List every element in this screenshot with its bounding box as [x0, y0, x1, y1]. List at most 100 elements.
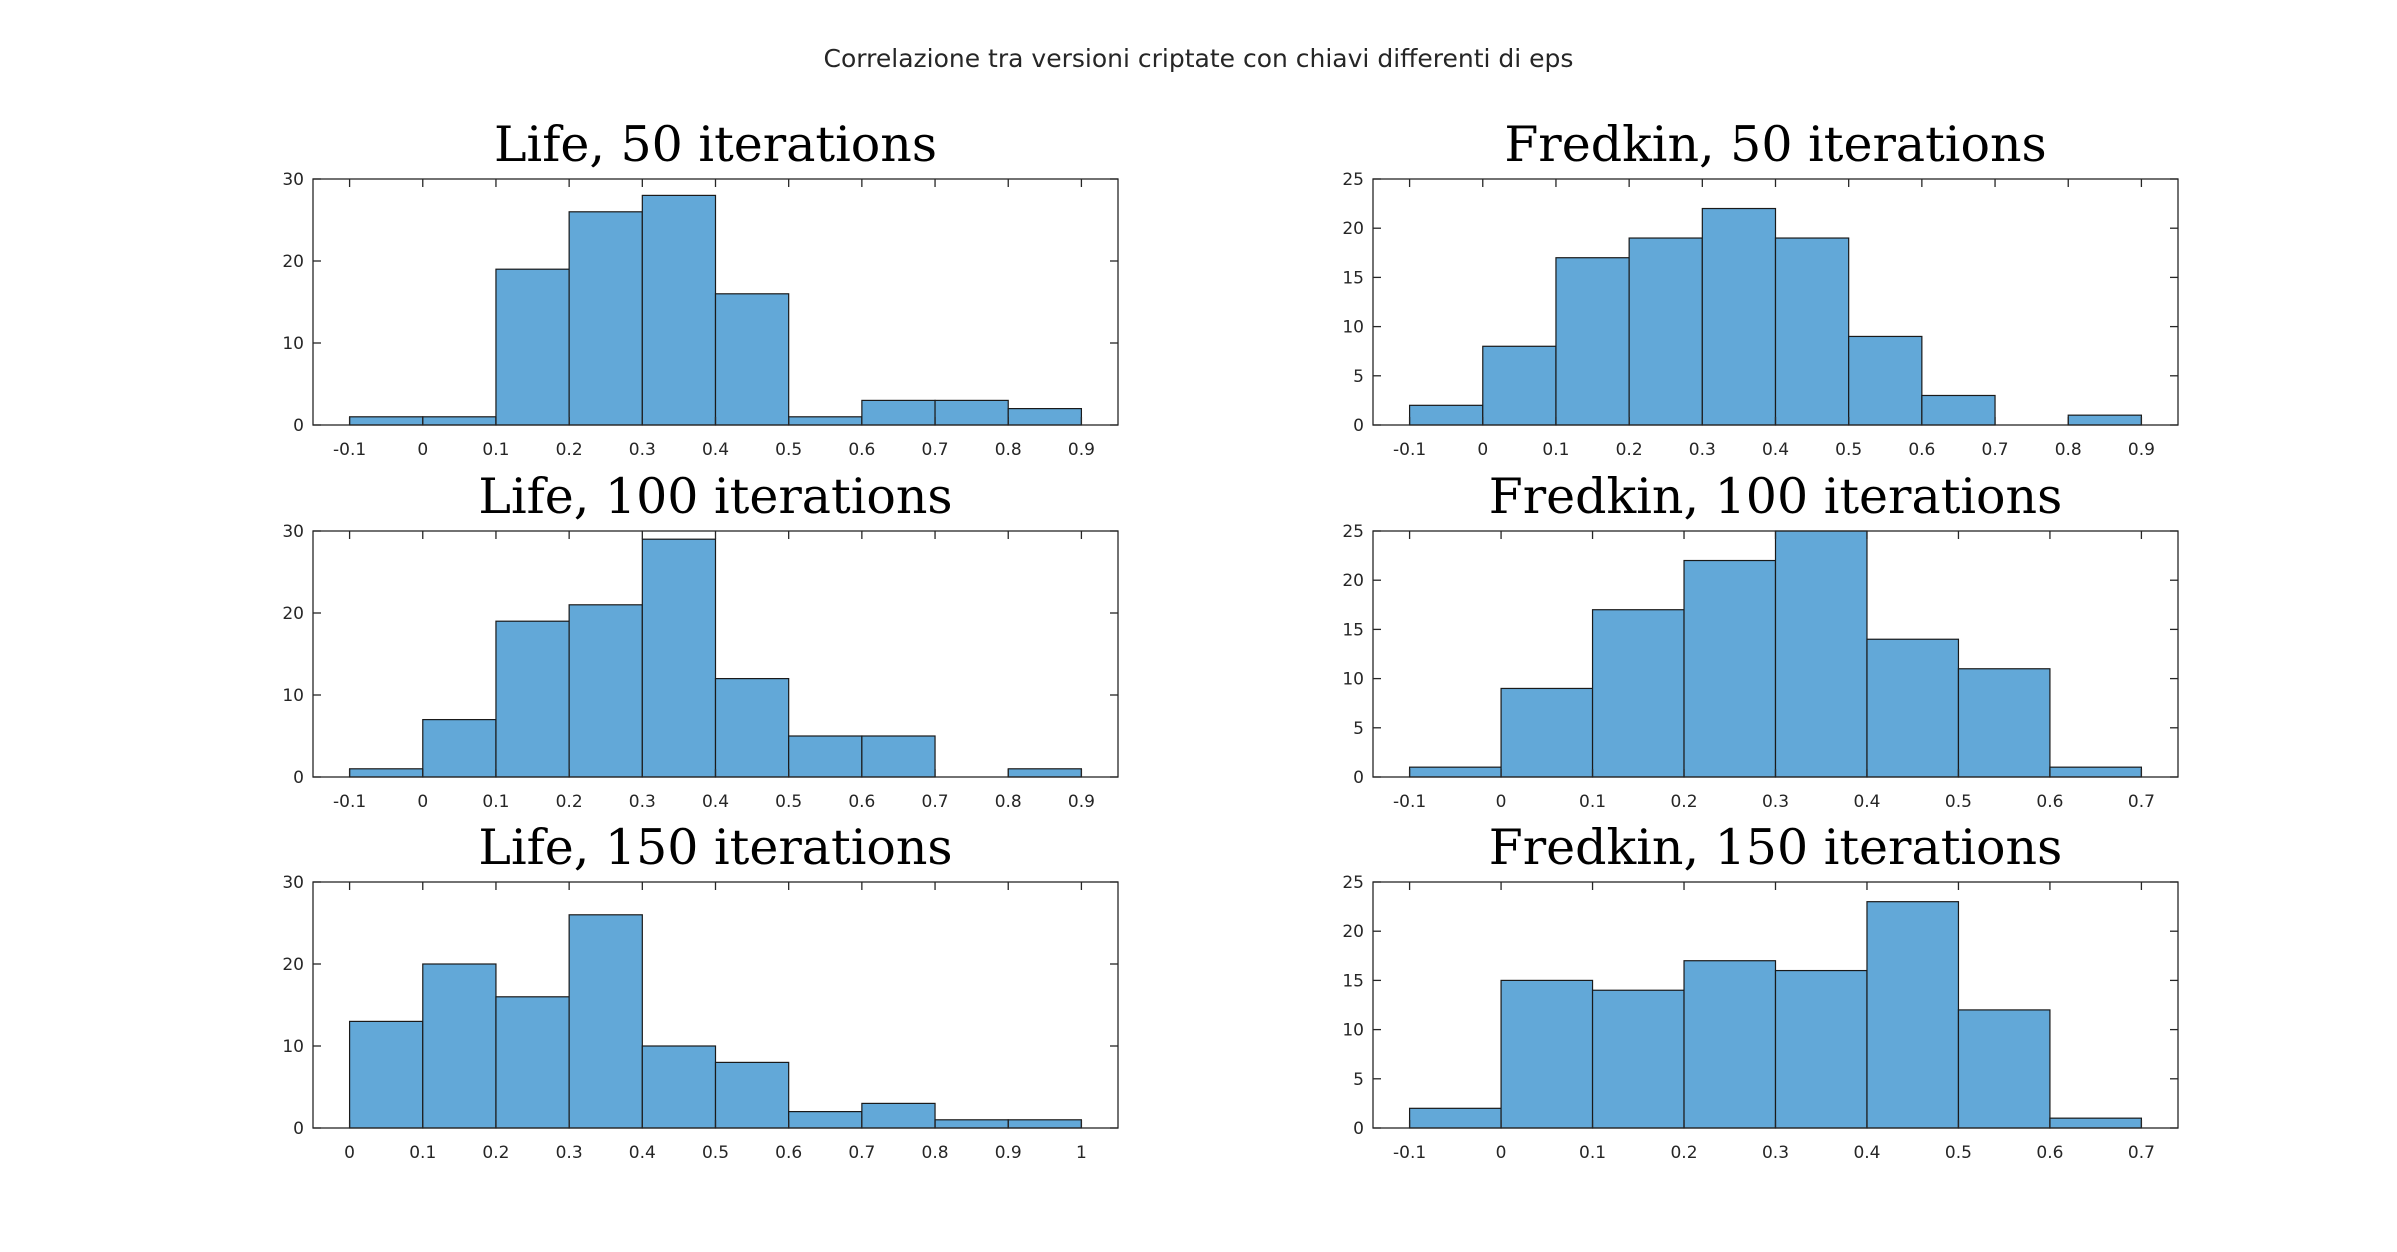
- chart-panel-1: Life, 50 iterations -0.1 0 0.1 0.2 0.3 0.4 0.5 0…: [282, 116, 1119, 460]
- x-tick-label: 0.4: [702, 440, 729, 460]
- y-tick-label: 20: [1342, 219, 1364, 239]
- histogram-bar: [788, 1110, 863, 1129]
- x-tick-label: -0.1: [333, 792, 366, 812]
- x-tick-label: 0.6: [2036, 1143, 2063, 1163]
- x-tick-label: 0.8: [2055, 440, 2082, 460]
- x-tick-label: -0.1: [1393, 792, 1426, 812]
- histogram-bar: [348, 1020, 424, 1129]
- x-tick-label: 0.4: [1762, 440, 1789, 460]
- x-tick-label: 0.3: [1689, 440, 1716, 460]
- histogram-bar: [641, 194, 717, 426]
- x-tick-label: 0.4: [1853, 1143, 1880, 1163]
- histogram-bar: [788, 416, 863, 426]
- x-tick-label: 0.5: [702, 1143, 729, 1163]
- y-tick-label: 0: [1353, 768, 1364, 788]
- x-tick-label: 0.6: [775, 1143, 802, 1163]
- x-tick-label: 0.9: [1068, 440, 1095, 460]
- x-tick-label: 0.3: [629, 792, 656, 812]
- x-tick-label: 0.2: [556, 440, 583, 460]
- x-tick-label: 0.2: [1670, 792, 1697, 812]
- y-tick-label: 20: [282, 955, 304, 975]
- histogram-bar: [861, 399, 936, 426]
- y-tick-label: 0: [293, 1119, 304, 1139]
- x-tick-label: 0.1: [1579, 1143, 1606, 1163]
- y-tick-label: 25: [1342, 522, 1364, 542]
- x-tick-label: 0: [344, 1143, 355, 1163]
- histogram-bar: [568, 604, 643, 778]
- histogram-bar: [641, 1045, 717, 1129]
- histogram-bar: [861, 735, 936, 778]
- panel-title: Life, 50 iterations: [494, 116, 937, 173]
- x-tick-label: 0.3: [1762, 792, 1789, 812]
- y-tick-label: 10: [282, 334, 304, 354]
- histogram-bar: [2067, 414, 2143, 426]
- histogram-bar: [348, 768, 424, 778]
- x-tick-label: 0.7: [848, 1143, 875, 1163]
- histogram-bar: [1628, 237, 1703, 426]
- histogram-bar: [1007, 1119, 1083, 1129]
- chart-panel-6: Fredkin, 150 iterations -0.1 0 0.1 0.2 0.3 0.4…: [1342, 819, 2179, 1163]
- x-tick-label: 0: [1496, 1143, 1507, 1163]
- x-tick-label: 0.2: [482, 1143, 509, 1163]
- histogram-bar: [934, 1119, 1009, 1129]
- x-tick-label: 0.8: [995, 440, 1022, 460]
- x-tick-label: 0: [417, 440, 428, 460]
- panel-title: Life, 100 iterations: [478, 468, 952, 525]
- histogram-bar: [2049, 766, 2143, 778]
- y-tick-label: 0: [1353, 416, 1364, 436]
- x-tick-label: 0.1: [482, 792, 509, 812]
- x-tick-label: 0.9: [1068, 792, 1095, 812]
- x-tick-label: 0.1: [482, 440, 509, 460]
- histogram-bar: [1482, 345, 1557, 426]
- x-tick-label: -0.1: [1393, 1143, 1426, 1163]
- histogram-bar: [1774, 237, 1850, 426]
- y-tick-label: 20: [1342, 922, 1364, 942]
- histogram-bar: [1408, 404, 1484, 426]
- x-tick-label: 0.8: [922, 1143, 949, 1163]
- x-tick-label: 0: [1477, 440, 1488, 460]
- y-tick-label: 5: [1353, 1070, 1364, 1090]
- x-tick-label: 0.7: [2128, 1143, 2155, 1163]
- y-tick-label: 30: [282, 170, 304, 190]
- x-tick-label: 0.4: [1853, 792, 1880, 812]
- x-tick-label: 0.2: [556, 792, 583, 812]
- histogram-bar: [1921, 394, 1996, 426]
- histogram-bar: [1866, 901, 1960, 1129]
- x-tick-label: 0.2: [1670, 1143, 1697, 1163]
- histogram-bar: [861, 1102, 936, 1129]
- histogram-bar: [1866, 638, 1960, 778]
- histogram-bar: [422, 718, 497, 778]
- x-tick-label: 0.9: [995, 1143, 1022, 1163]
- x-tick-label: 0.5: [775, 792, 802, 812]
- histogram-bar: [495, 268, 570, 426]
- y-tick-label: 5: [1353, 367, 1364, 387]
- x-tick-label: -0.1: [1393, 440, 1426, 460]
- histogram-bar: [714, 1061, 790, 1129]
- y-tick-label: 10: [1342, 670, 1364, 690]
- x-tick-label: 0.4: [629, 1143, 656, 1163]
- histogram-bar: [1774, 969, 1868, 1129]
- chart-panel-2: Fredkin, 50 iterations -0.1 0 0.1 0.2 0.3 0.4 0…: [1342, 116, 2179, 460]
- y-tick-label: 15: [1342, 971, 1364, 991]
- histogram-bar: [1500, 687, 1594, 778]
- histogram-bar: [1701, 207, 1777, 426]
- y-tick-label: 25: [1342, 873, 1364, 893]
- x-tick-label: 0.5: [1945, 792, 1972, 812]
- x-tick-label: 0.6: [848, 792, 875, 812]
- y-tick-label: 20: [282, 604, 304, 624]
- histogram-bar: [422, 963, 497, 1129]
- histogram-bar: [1591, 989, 1685, 1129]
- histogram-bar: [1007, 408, 1083, 426]
- y-tick-label: 25: [1342, 170, 1364, 190]
- y-tick-label: 5: [1353, 719, 1364, 739]
- histogram-bar: [788, 735, 863, 778]
- y-tick-label: 0: [293, 416, 304, 436]
- y-tick-label: 30: [282, 522, 304, 542]
- y-tick-label: 10: [1342, 318, 1364, 338]
- histogram-bar: [1774, 530, 1868, 778]
- x-tick-label: 0.7: [922, 440, 949, 460]
- histogram-bar: [934, 399, 1009, 426]
- x-tick-label: 0.5: [1835, 440, 1862, 460]
- x-tick-label: 0.7: [2128, 792, 2155, 812]
